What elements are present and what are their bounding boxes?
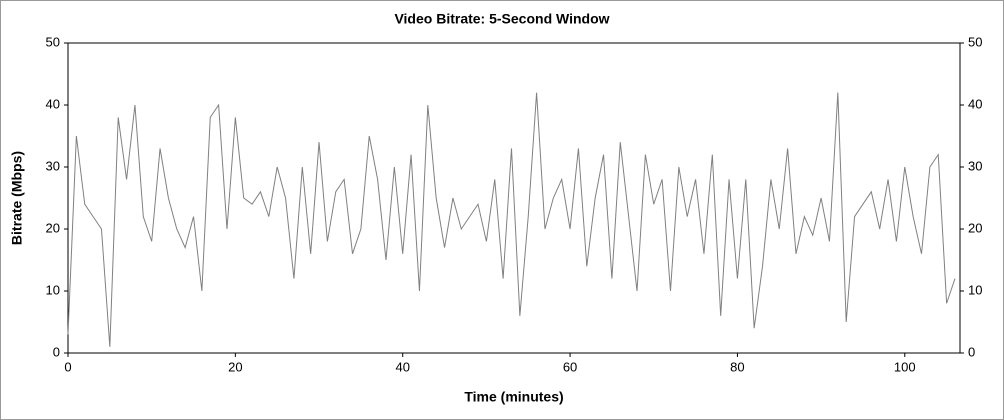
y-tick-label: 50 xyxy=(46,34,60,49)
x-tick-label: 60 xyxy=(563,359,577,374)
x-tick-label: 40 xyxy=(395,359,409,374)
y2-tick-label: 50 xyxy=(968,34,982,49)
y-tick-label: 0 xyxy=(53,344,60,359)
x-tick-label: 100 xyxy=(894,359,916,374)
y-tick-label: 10 xyxy=(46,282,60,297)
chart-title: Video Bitrate: 5-Second Window xyxy=(394,11,609,27)
y2-tick-label: 20 xyxy=(968,220,982,235)
plot-area xyxy=(67,42,961,354)
y-tick-label: 40 xyxy=(46,96,60,111)
x-tick-label: 0 xyxy=(64,359,71,374)
y-axis-label: Bitrate (Mbps) xyxy=(9,151,25,245)
data-line xyxy=(67,92,956,347)
y2-tick-label: 10 xyxy=(968,282,982,297)
x-axis-label: Time (minutes) xyxy=(464,389,563,405)
y-tick-label: 20 xyxy=(46,220,60,235)
y2-tick-label: 0 xyxy=(968,344,975,359)
y2-tick-label: 40 xyxy=(968,96,982,111)
x-tick-label: 80 xyxy=(730,359,744,374)
y-tick-label: 30 xyxy=(46,158,60,173)
x-tick-label: 20 xyxy=(228,359,242,374)
y2-tick-label: 30 xyxy=(968,158,982,173)
